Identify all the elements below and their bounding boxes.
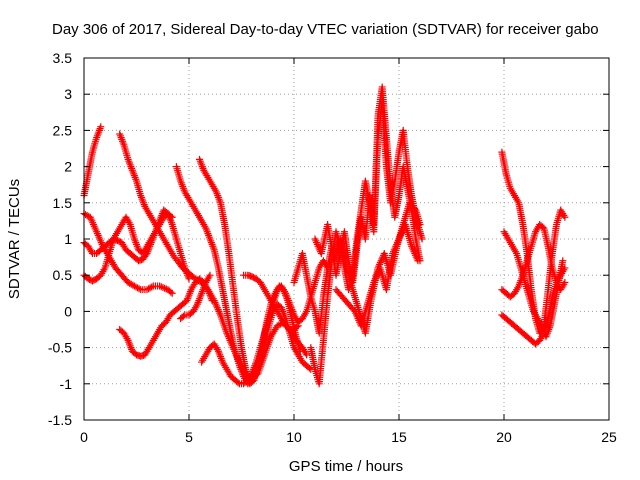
data-point (179, 312, 187, 320)
y-tick-label: -1 (60, 376, 73, 392)
data-point (305, 364, 313, 372)
series-s7 (196, 155, 304, 388)
data-point (561, 213, 569, 221)
y-tick-label: -1.5 (48, 412, 72, 428)
series-s14 (311, 199, 424, 337)
y-axis-title: SDTVAR / TECUs (6, 179, 23, 299)
data-point (234, 379, 242, 387)
data-point (303, 351, 311, 359)
chart-title: Day 306 of 2017, Sidereal Day-to-day VTE… (52, 21, 599, 38)
y-tick-labels: -1.5 -1 -0.5 0 0.5 1 1.5 2 2.5 3 3.5 (48, 50, 72, 428)
data-point (559, 257, 567, 265)
series-s11 (240, 271, 302, 333)
series-s15 (332, 221, 422, 330)
data-point (561, 278, 569, 286)
y-tick-label: 0 (64, 303, 72, 319)
x-tick-label: 15 (391, 429, 407, 445)
data-point (411, 205, 419, 213)
axis-ticks (83, 57, 610, 421)
data-point (156, 282, 164, 290)
data-point (167, 288, 175, 296)
series-s9 (177, 271, 214, 323)
data-point (148, 283, 156, 291)
data-point (293, 323, 301, 331)
series-s19 (500, 228, 567, 341)
series-s4 (80, 206, 193, 283)
data-point (146, 284, 154, 292)
data-point (157, 283, 165, 291)
data-point (83, 211, 91, 219)
x-tick-label: 5 (185, 429, 193, 445)
data-point (208, 297, 216, 305)
y-tick-label: 2.5 (53, 122, 73, 138)
data-point (168, 289, 176, 297)
data-point (294, 322, 302, 330)
data-point (161, 284, 169, 292)
data-markers (80, 83, 569, 388)
y-tick-label: -0.5 (48, 340, 72, 356)
y-tick-label: 3.5 (53, 50, 73, 66)
y-tick-label: 3 (64, 86, 72, 102)
data-point (206, 271, 214, 279)
x-tick-label: 25 (601, 429, 617, 445)
y-tick-label: 0.5 (53, 267, 73, 283)
x-tick-label: 10 (286, 429, 302, 445)
data-point (284, 324, 292, 332)
x-axis-title: GPS time / hours (289, 458, 403, 475)
data-point (135, 285, 143, 293)
data-point (296, 347, 304, 355)
y-tick-label: 1.5 (53, 195, 73, 211)
x-tick-label: 0 (80, 429, 88, 445)
series-s16 (498, 148, 569, 337)
data-point (418, 235, 426, 243)
data-point (159, 284, 167, 292)
y-tick-label: 1 (64, 231, 72, 247)
data-point (416, 221, 424, 229)
data-point (97, 123, 105, 131)
x-tick-labels: 0 5 10 15 20 25 (80, 429, 617, 445)
y-tick-label: 2 (64, 159, 72, 175)
x-tick-label: 20 (496, 429, 512, 445)
data-point (414, 257, 422, 265)
